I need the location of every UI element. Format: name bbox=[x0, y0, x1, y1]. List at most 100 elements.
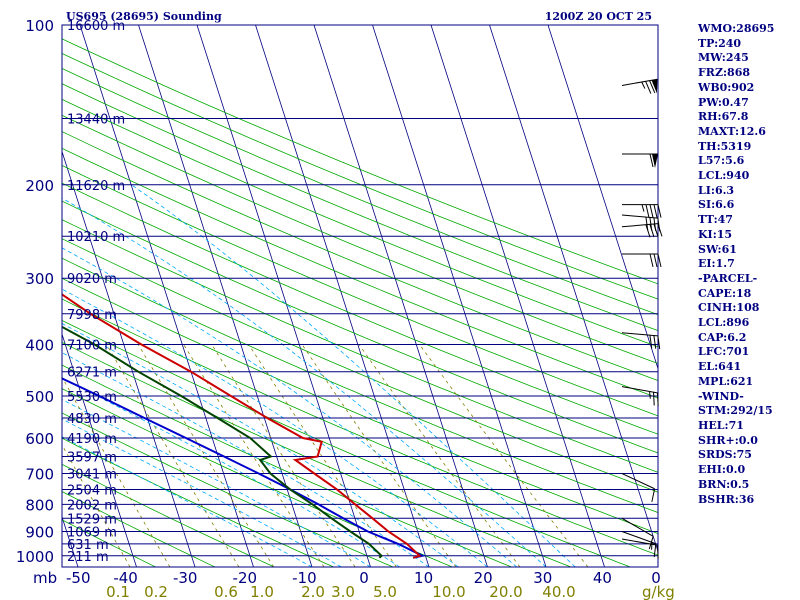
wind-barb-half bbox=[641, 81, 646, 89]
moist-adiabat bbox=[62, 323, 459, 567]
wind-barb-full bbox=[653, 392, 655, 406]
pressure-tick-label: 200 bbox=[25, 177, 54, 195]
stat-line: LFC:701 bbox=[698, 345, 750, 359]
stat-line: KI:15 bbox=[698, 227, 733, 241]
height-label: 5530 m bbox=[67, 390, 117, 405]
stat-line: SI:6.6 bbox=[698, 198, 735, 212]
wind-barb-full bbox=[645, 224, 651, 238]
mixing-ratio-line bbox=[62, 376, 171, 567]
height-label: 6271 m bbox=[67, 366, 117, 381]
wind-barbs bbox=[621, 78, 663, 559]
mixing-ratio-tick-label: 20.0 bbox=[489, 583, 522, 600]
pressure-tick-label: 700 bbox=[25, 466, 54, 484]
dry-adiabat bbox=[62, 298, 658, 556]
pressure-tick-label: 500 bbox=[25, 388, 54, 406]
dry-adiabat bbox=[62, 114, 658, 364]
dry-adiabat bbox=[62, 491, 216, 567]
pressure-tick-label: 300 bbox=[25, 270, 54, 288]
stat-line: LCL:940 bbox=[698, 169, 750, 183]
height-label: 1529 m bbox=[67, 512, 117, 527]
moist-adiabat bbox=[62, 436, 313, 567]
dry-adiabat bbox=[62, 463, 275, 567]
wind-barb-full bbox=[645, 81, 652, 94]
wind-barb bbox=[621, 530, 657, 558]
stat-line: MAXT:12.6 bbox=[698, 124, 766, 138]
height-label: 1069 m bbox=[67, 525, 117, 540]
pressure-unit-label: mb bbox=[33, 569, 57, 587]
stat-line: BSHR:36 bbox=[698, 492, 755, 506]
temperature-tick-label: -40 bbox=[113, 569, 138, 587]
wind-barb-full bbox=[649, 253, 654, 268]
dry-adiabat bbox=[62, 165, 658, 417]
stat-line: PW:0.47 bbox=[698, 95, 749, 109]
wind-barb-pennant bbox=[651, 79, 658, 94]
pressure-tick-label: 600 bbox=[25, 430, 54, 448]
stat-line: CAPE:18 bbox=[698, 286, 752, 300]
wind-barb-full bbox=[651, 488, 656, 502]
moist-adiabat bbox=[62, 197, 547, 567]
isotherm bbox=[255, 25, 430, 567]
temperature-tick-label: 0 bbox=[651, 569, 661, 587]
wind-barb-full bbox=[653, 335, 657, 349]
height-label: 16600 m bbox=[67, 19, 125, 34]
dry-adiabat bbox=[62, 341, 572, 567]
parcel-trace bbox=[62, 377, 426, 559]
height-label: 631 m bbox=[67, 538, 109, 553]
isotherm bbox=[372, 25, 547, 567]
height-label: 4830 m bbox=[67, 412, 117, 427]
height-label: 9020 m bbox=[67, 272, 117, 287]
mixing-ratio-tick-label: 0.2 bbox=[144, 583, 168, 600]
moist-adiabat bbox=[131, 184, 576, 567]
moist-adiabat bbox=[62, 247, 518, 567]
traces bbox=[62, 293, 426, 559]
wind-barb-staff bbox=[621, 530, 656, 545]
dry-adiabat bbox=[62, 147, 658, 399]
wind-barb-full bbox=[649, 204, 654, 218]
height-label: 7998 m bbox=[67, 308, 117, 323]
sounding-indices: WMO:28695 TP:240 MW:245 FRZ:868 WB0:902 PW:0.… bbox=[698, 22, 798, 507]
wind-barb-staff bbox=[621, 517, 654, 537]
stat-line: BRN:0.5 bbox=[698, 477, 750, 491]
temperature-tick-label: 0 bbox=[359, 569, 369, 587]
wind-barb-full bbox=[653, 543, 657, 558]
wind-barb-full bbox=[657, 253, 662, 268]
wind-barb bbox=[621, 386, 659, 407]
pressure-tick-label: 800 bbox=[25, 496, 54, 514]
dry-adiabat bbox=[62, 38, 658, 285]
wind-barb bbox=[622, 253, 662, 268]
temperature-tick-label: 30 bbox=[533, 569, 552, 587]
wind-barb-staff bbox=[621, 214, 658, 219]
wind-barb-full bbox=[649, 80, 656, 94]
stat-line: EL:641 bbox=[698, 360, 742, 374]
dewpoint-trace bbox=[62, 325, 383, 559]
stat-line: WMO:28695 bbox=[698, 22, 775, 35]
wind-barb-half bbox=[641, 204, 645, 212]
height-label: 7100 m bbox=[67, 339, 117, 354]
wind-barb-full bbox=[657, 204, 662, 218]
dry-adiabat bbox=[62, 519, 156, 567]
isotherm bbox=[62, 332, 137, 567]
height-label: 10210 m bbox=[67, 230, 125, 245]
wind-barb-staff bbox=[621, 473, 655, 490]
mixing-ratio-line bbox=[137, 344, 275, 567]
pressure-tick-label: 400 bbox=[25, 337, 54, 355]
stat-line: CAP:6.2 bbox=[698, 330, 747, 344]
mixing-ratio-line bbox=[106, 344, 240, 567]
height-label: 2504 m bbox=[67, 483, 117, 498]
dry-adiabat bbox=[62, 319, 631, 567]
mixing-ratio-tick-label: 0.1 bbox=[106, 583, 130, 600]
wind-barb-full bbox=[649, 335, 653, 349]
wind-barb bbox=[621, 223, 663, 238]
isotherm bbox=[489, 25, 658, 553]
wind-barb-staff bbox=[621, 538, 658, 546]
chart-time: 1200Z 20 OCT 25 bbox=[545, 10, 652, 23]
mixing-ratio-line bbox=[358, 344, 521, 567]
isotherm bbox=[0, 25, 20, 567]
wind-barb bbox=[621, 517, 654, 550]
wind-barb-full bbox=[657, 223, 663, 237]
temperature-tick-label: -30 bbox=[173, 569, 198, 587]
pressure-tick-label: 100 bbox=[25, 17, 54, 35]
wind-barb-staff bbox=[621, 332, 658, 337]
